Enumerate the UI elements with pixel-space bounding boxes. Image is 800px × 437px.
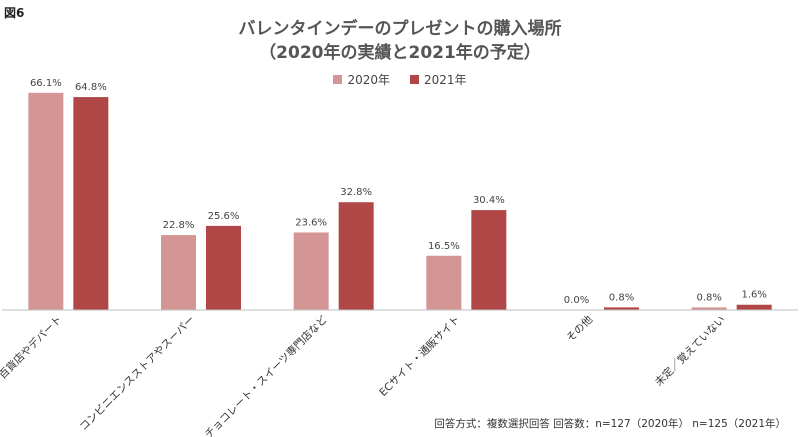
category-label: 百貨店やデパート: [0, 313, 64, 382]
data-label: 0.8%: [696, 292, 721, 303]
legend-swatch-2021: [410, 75, 419, 84]
data-label: 1.6%: [741, 290, 766, 301]
data-label: 22.8%: [163, 220, 195, 231]
data-label: 32.8%: [340, 187, 372, 198]
bar-2020: [28, 92, 64, 310]
legend-label-2021: 2021年: [424, 73, 467, 87]
figure-label: 図6: [4, 6, 25, 20]
data-label: 25.6%: [208, 211, 240, 222]
category-label: その他: [564, 313, 596, 345]
legend-swatch-2020: [333, 75, 343, 84]
data-label: 0.0%: [564, 295, 589, 306]
bar-2020: [426, 255, 462, 310]
bar-2020: [161, 235, 196, 310]
bar-2020: [691, 307, 727, 310]
chart-title: バレンタインデーのプレゼントの購入場所: [238, 19, 562, 39]
bar-2021: [73, 97, 109, 310]
bar-2021: [206, 225, 241, 310]
data-label: 30.4%: [473, 195, 505, 206]
bar-2021: [736, 304, 772, 310]
bar-2021: [471, 210, 507, 310]
legend-label-2020: 2020年: [347, 73, 390, 87]
category-label: チョコレート・スイーツ専門店など: [202, 313, 330, 437]
survey-note: 回答方式：複数選択回答 回答数：n=127（2020年） n=125（2021年…: [434, 418, 786, 430]
data-label: 23.6%: [295, 217, 327, 228]
bar-2021: [604, 307, 639, 310]
data-label: 66.1%: [30, 78, 62, 89]
category-label: ECサイト・通販サイト: [377, 314, 462, 399]
data-label: 64.8%: [75, 82, 107, 93]
chart-legend: 2020年 2021年: [0, 71, 800, 88]
bar-2020: [293, 232, 329, 310]
legend-item-2020: 2020年: [333, 71, 390, 88]
bar-2021: [338, 202, 374, 310]
legend-item-2021: 2021年: [410, 71, 467, 88]
data-label: 0.8%: [609, 292, 634, 303]
category-label: 未定／覚えていない: [652, 313, 728, 389]
category-label: コンビニエンスストアやスーパー: [77, 314, 197, 434]
chart-subtitle: （2020年の実績と2021年の予定）: [259, 43, 541, 63]
data-label: 16.5%: [428, 241, 460, 252]
